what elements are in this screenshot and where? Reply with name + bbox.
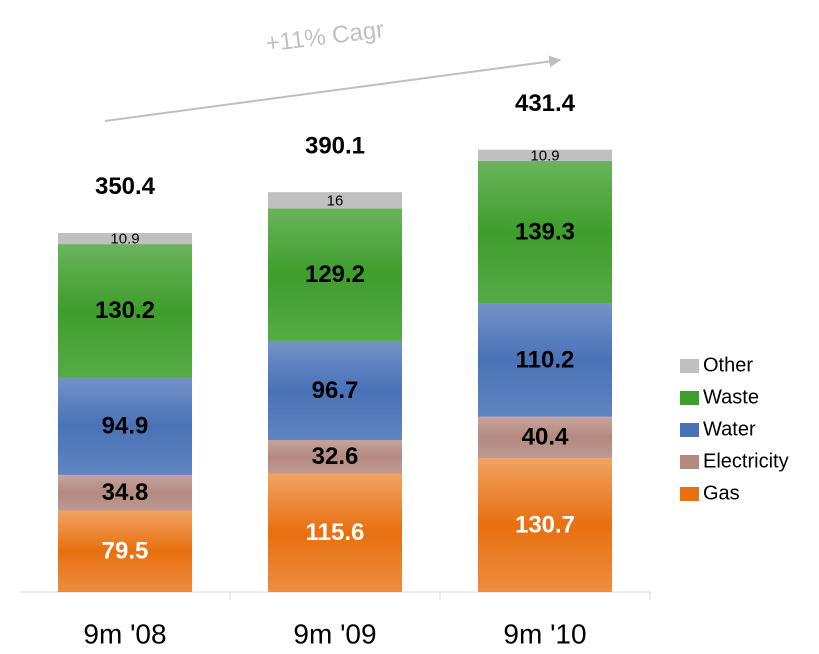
total-label: 431.4 (515, 90, 576, 117)
total-label: 390.1 (305, 132, 365, 159)
data-label: 130.7 (515, 511, 575, 538)
data-label: 96.7 (312, 377, 359, 404)
bar-segment (58, 377, 192, 475)
data-label: 40.4 (522, 424, 569, 451)
bar-segment (478, 149, 612, 161)
bar-segment (58, 510, 192, 592)
legend-swatch (680, 455, 699, 469)
bar-segment (268, 473, 402, 592)
bar-segment (478, 458, 612, 592)
data-label: 34.8 (102, 479, 149, 506)
bar-shade (478, 416, 612, 459)
data-label: 32.6 (312, 443, 359, 470)
legend-label: Other (703, 354, 753, 376)
bar-shade (58, 244, 192, 378)
bar-segment (58, 244, 192, 378)
legend-label: Gas (703, 482, 740, 504)
legend-swatch (680, 359, 699, 373)
x-tick-label: 9m '10 (503, 618, 586, 649)
x-tick-label: 9m '08 (83, 618, 166, 649)
legend-label: Electricity (703, 450, 789, 472)
data-label: 115.6 (306, 519, 365, 546)
x-tick-label: 9m '09 (293, 618, 376, 649)
data-label: 129.2 (305, 261, 365, 288)
bar-shade (268, 440, 402, 474)
bar-segment (268, 208, 402, 341)
data-label: 79.5 (102, 538, 149, 565)
legend-swatch (680, 423, 699, 437)
data-label: 139.3 (515, 219, 575, 246)
legend-label: Water (703, 418, 756, 440)
annotation: +11% Cagr (264, 16, 385, 57)
data-label: 16 (327, 192, 344, 209)
bar-shade (58, 377, 192, 475)
bar-segment (58, 474, 192, 511)
trend-arrow (104, 55, 562, 122)
bar-segment (478, 160, 612, 304)
bar-shade (478, 303, 612, 417)
bar-shade (268, 208, 402, 341)
bar-segment (268, 192, 402, 209)
bar-shade (58, 474, 192, 511)
bar-segment (478, 303, 612, 417)
bar-segment (268, 440, 402, 474)
legend-swatch (680, 391, 699, 405)
bar-shade (478, 160, 612, 304)
data-label: 10.9 (110, 230, 139, 247)
legend-label: Waste (703, 386, 759, 408)
data-label: 110.2 (516, 346, 575, 373)
data-label: 94.9 (102, 413, 149, 440)
bar-segment (478, 416, 612, 459)
data-label: 10.9 (530, 147, 559, 164)
bar-segment (268, 340, 402, 441)
data-label: 130.2 (95, 297, 155, 324)
bar-shade (268, 340, 402, 441)
legend-swatch (680, 487, 699, 501)
total-label: 350.4 (95, 173, 156, 200)
bar-segment (58, 232, 192, 245)
